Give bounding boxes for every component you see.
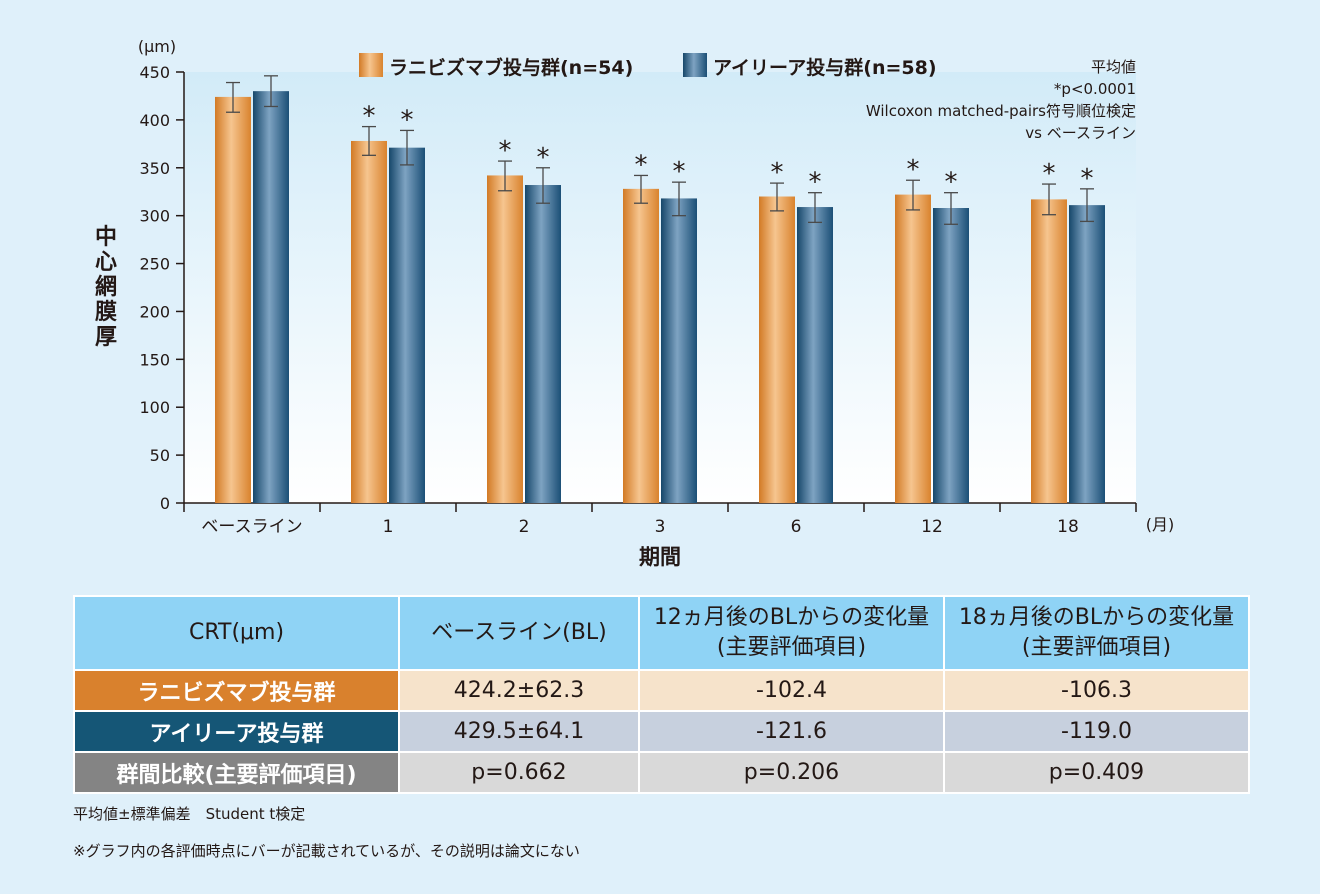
significance-star: * [771, 158, 784, 188]
y-tick-label: 300 [139, 207, 170, 226]
table-cell: -102.4 [638, 669, 945, 712]
table-cell: p=0.409 [943, 751, 1250, 794]
bars [215, 53, 1105, 504]
table-header-cell: CRT(μm) [73, 595, 400, 671]
annotation: 平均値 [1091, 58, 1136, 76]
annotation: Wilcoxon matched-pairs符号順位検定 [866, 102, 1136, 120]
bar [759, 196, 795, 503]
table-cell: -119.0 [943, 710, 1250, 753]
significance-star: * [1043, 159, 1056, 189]
y-axis-title-char: 厚 [95, 325, 117, 350]
bar [1069, 205, 1105, 503]
table-header-cell: 12ヵ月後のBLからの変化量 (主要評価項目) [638, 595, 945, 671]
remark-note: ※グラフ内の各評価時点にバーが記載されているが、その説明は論文にない [73, 842, 580, 860]
bar [797, 207, 833, 503]
significance-star: * [673, 157, 686, 187]
y-tick-label: 450 [139, 63, 170, 82]
legend-swatch [683, 53, 707, 77]
x-tick-label: 6 [791, 517, 802, 537]
significance-star: * [907, 155, 920, 185]
table-cell: 424.2±62.3 [398, 669, 640, 712]
plot-area [184, 72, 1136, 503]
x-tick-label: 1 [383, 517, 394, 537]
bar-chart: 0 50 100 150 200 250 300 350 400 450 ベースライン 1 2 3 6 12 1… [95, 37, 1174, 569]
table-cell: -106.3 [943, 669, 1250, 712]
significance-star: * [945, 168, 958, 198]
bar [895, 194, 931, 503]
row-label: アイリーア投与群 [73, 710, 400, 753]
bar [933, 208, 969, 503]
bar [487, 175, 523, 503]
y-axis-title-char: 網 [95, 274, 117, 300]
bar [1031, 199, 1067, 503]
table-row: 群間比較(主要評価項目) p=0.662 p=0.206 p=0.409 [73, 751, 1250, 794]
y-tick-label: 350 [139, 159, 170, 178]
table-row: アイリーア投与群 429.5±64.1 -121.6 -119.0 [73, 710, 1250, 753]
y-tick-label: 50 [150, 446, 170, 465]
annotation: vs ベースライン [1025, 124, 1136, 142]
x-unit-label: (月) [1146, 515, 1175, 534]
table-cell: -121.6 [638, 710, 945, 753]
table-header-cell: ベースライン(BL) [398, 595, 640, 671]
x-tick-label: ベースライン [201, 517, 302, 537]
bar [525, 185, 561, 504]
legend-label: アイリーア投与群(n=58) [713, 56, 937, 79]
x-tick-label: 2 [519, 517, 530, 537]
x-axis-title: 期間 [639, 545, 681, 569]
y-unit-label: (μm) [138, 37, 176, 56]
stats-note: 平均値±標準偏差 Student t検定 [73, 805, 306, 823]
significance-star: * [537, 143, 550, 173]
y-tick-label: 200 [139, 302, 170, 321]
table-cell: p=0.206 [638, 751, 945, 794]
legend-swatch [359, 53, 383, 77]
table-row: ラニビズマブ投与群 424.2±62.3 -102.4 -106.3 [73, 669, 1250, 712]
y-tick-label: 250 [139, 255, 170, 274]
table-cell: p=0.662 [398, 751, 640, 794]
legend-label: ラニビズマブ投与群(n=54) [389, 56, 633, 79]
annotation: *p<0.0001 [1054, 80, 1136, 98]
x-tick-label: 3 [655, 517, 666, 537]
significance-star: * [401, 105, 414, 135]
significance-star: * [809, 168, 822, 198]
significance-star: * [635, 150, 648, 180]
significance-star: * [499, 136, 512, 166]
y-axis-title-char: 心 [95, 250, 117, 275]
bar [253, 91, 289, 504]
x-tick-label: 18 [1057, 517, 1079, 537]
x-tick-label: 12 [921, 517, 943, 537]
y-axis-title-char: 中 [95, 225, 117, 250]
table-header-cell: 18ヵ月後のBLからの変化量 (主要評価項目) [943, 595, 1250, 671]
y-tick-label: 400 [139, 111, 170, 130]
crt-table: CRT(μm) ベースライン(BL) 12ヵ月後のBLからの変化量 (主要評価項目… [73, 595, 1250, 794]
significance-star: * [1081, 164, 1094, 194]
bar [351, 140, 387, 503]
row-label: 群間比較(主要評価項目) [73, 751, 400, 794]
bar [623, 188, 659, 504]
bar [215, 96, 251, 503]
table-cell: 429.5±64.1 [398, 710, 640, 753]
y-tick-label: 150 [139, 350, 170, 369]
y-axis-title-char: 膜 [95, 300, 117, 325]
bar [661, 198, 697, 503]
axes [176, 71, 1137, 512]
bar [389, 147, 425, 504]
y-tick-label: 100 [139, 398, 170, 417]
significance-star: * [363, 102, 376, 132]
table-header-row: CRT(μm) ベースライン(BL) 12ヵ月後のBLからの変化量 (主要評価項目… [73, 595, 1250, 671]
row-label: ラニビズマブ投与群 [73, 669, 400, 712]
y-tick-label: 0 [160, 494, 170, 513]
